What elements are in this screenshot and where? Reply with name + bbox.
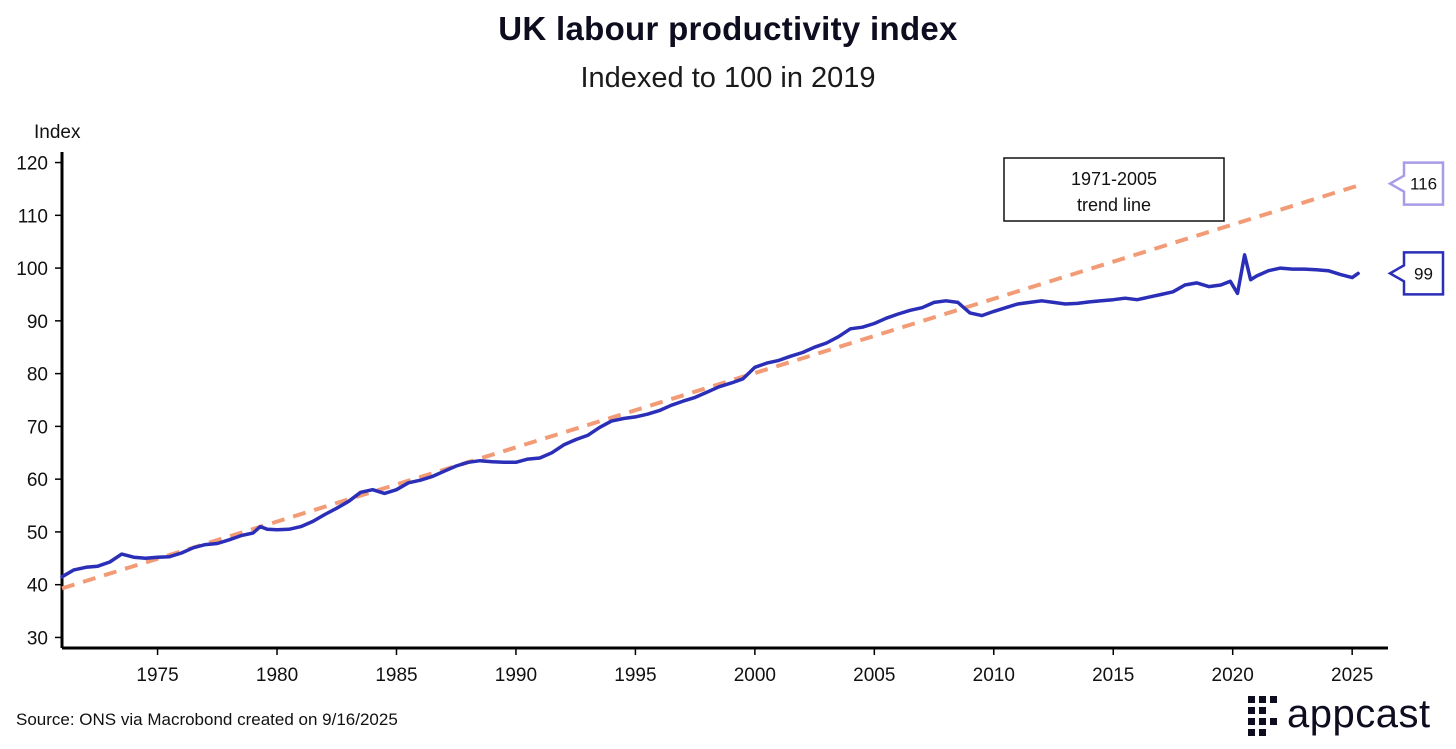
- x-tick-label: 2015: [1092, 665, 1134, 686]
- y-axis-label: Index: [34, 122, 81, 143]
- x-tick-label: 2005: [853, 665, 895, 686]
- x-tick-label: 2025: [1331, 665, 1373, 686]
- y-tick-label: 60: [27, 470, 48, 491]
- trend-line: [61, 181, 1365, 591]
- trend-end-label-box: [1387, 161, 1445, 206]
- end-labels: 116 99: [1387, 161, 1445, 296]
- x-axis: 1975 1980 1985 1990 1995 2000 2005 2010 2015 2020…: [136, 648, 1373, 686]
- trend-end-label: 116: [1387, 161, 1445, 206]
- annotation-box: [1003, 157, 1225, 222]
- productivity-line: [60, 253, 1360, 579]
- productivity-end-label: 99: [1387, 251, 1445, 296]
- y-tick-label: 100: [16, 259, 48, 280]
- y-tick-label: 120: [16, 154, 48, 175]
- x-tick-label: 2010: [973, 665, 1015, 686]
- annotation-line-2: trend line: [1077, 195, 1151, 215]
- y-tick-label: 110: [18, 206, 48, 227]
- trend-annotation: 1971-2005 trend line: [1003, 157, 1225, 222]
- source-note: Source: ONS via Macrobond created on 9/1…: [16, 710, 398, 729]
- productivity-end-label-text: 99: [1414, 264, 1433, 283]
- x-tick-label: 2020: [1212, 665, 1254, 686]
- series-layer: [60, 181, 1365, 591]
- y-tick-label: 90: [27, 312, 48, 333]
- chart-title: UK labour productivity index: [498, 10, 958, 47]
- appcast-logo: appcast: [1246, 692, 1446, 742]
- x-tick-label: 2000: [734, 665, 776, 686]
- x-tick-label: 1980: [256, 665, 298, 686]
- x-tick-label: 1985: [375, 665, 417, 686]
- y-tick-label: 30: [27, 628, 48, 649]
- y-tick-label: 80: [27, 365, 48, 386]
- x-tick-label: 1990: [495, 665, 537, 686]
- y-tick-label: 50: [27, 523, 48, 544]
- annotation-line-1: 1971-2005: [1071, 169, 1157, 189]
- chart-subtitle: Indexed to 100 in 2019: [580, 62, 876, 94]
- y-axis: 30 40 50 60 70 80 90 100 110 120: [16, 154, 62, 649]
- y-tick-label: 40: [27, 576, 48, 597]
- logo-mark-icon: [1248, 696, 1277, 736]
- logo-text: appcast: [1287, 692, 1431, 736]
- y-tick-label: 70: [27, 417, 48, 438]
- x-tick-label: 1995: [614, 665, 656, 686]
- productivity-end-label-box: [1387, 251, 1445, 296]
- trend-end-label-text: 116: [1410, 175, 1437, 194]
- x-tick-label: 1975: [136, 665, 178, 686]
